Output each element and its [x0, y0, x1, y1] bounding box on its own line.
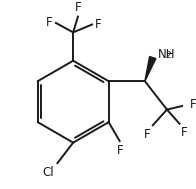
Text: NH: NH — [157, 48, 175, 61]
Text: Cl: Cl — [43, 166, 54, 179]
Text: F: F — [144, 128, 150, 141]
Text: 2: 2 — [166, 51, 171, 60]
Text: F: F — [190, 98, 196, 111]
Polygon shape — [145, 57, 156, 81]
Text: F: F — [117, 144, 124, 157]
Text: F: F — [75, 1, 81, 14]
Text: F: F — [46, 16, 53, 29]
Text: F: F — [94, 18, 101, 31]
Text: F: F — [181, 126, 188, 139]
